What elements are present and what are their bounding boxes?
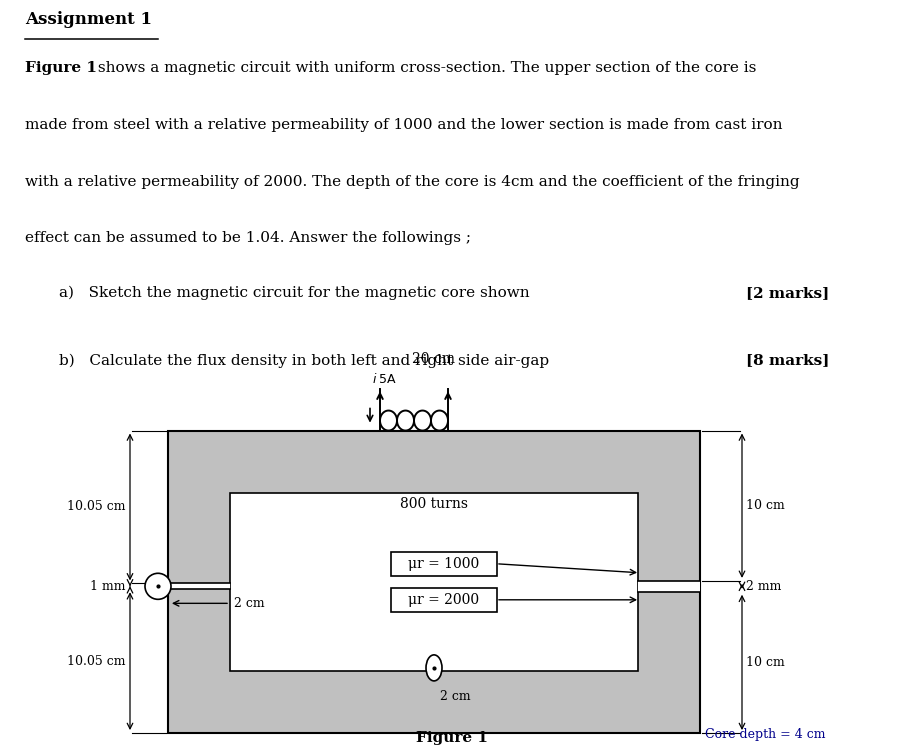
Text: μr = 1000: μr = 1000	[408, 556, 479, 571]
Text: 2 cm: 2 cm	[234, 597, 265, 610]
Text: Figure 1: Figure 1	[25, 61, 98, 75]
Text: 800 turns: 800 turns	[399, 496, 468, 511]
Text: 10.05 cm: 10.05 cm	[68, 655, 126, 668]
Text: 10.05 cm: 10.05 cm	[68, 500, 126, 514]
Bar	[229, 493, 638, 671]
Text: Core depth = 4 cm: Core depth = 4 cm	[704, 728, 824, 741]
Bar	[168, 430, 699, 733]
Text: [8 marks]: [8 marks]	[745, 353, 828, 367]
Ellipse shape	[425, 655, 442, 681]
Text: 20 cm: 20 cm	[412, 352, 455, 366]
Text: Assignment 1: Assignment 1	[25, 11, 152, 28]
Text: [2 marks]: [2 marks]	[745, 286, 828, 300]
Text: μr = 2000: μr = 2000	[408, 593, 479, 607]
Text: 10 cm: 10 cm	[745, 499, 784, 512]
Text: 2 cm: 2 cm	[440, 690, 470, 704]
Bar	[638, 581, 699, 592]
Text: 10 cm: 10 cm	[745, 656, 784, 669]
Text: Figure 1: Figure 1	[415, 731, 488, 745]
Text: with a relative permeability of 2000. The depth of the core is 4cm and the coeff: with a relative permeability of 2000. Th…	[25, 174, 799, 189]
Text: i: i	[373, 372, 376, 385]
Text: shows a magnetic circuit with uniform cross-section. The upper section of the co: shows a magnetic circuit with uniform cr…	[93, 61, 756, 75]
Text: 5A: 5A	[378, 372, 396, 385]
Text: effect can be assumed to be 1.04. Answer the followings ;: effect can be assumed to be 1.04. Answer…	[25, 231, 470, 246]
Text: 2 mm: 2 mm	[745, 580, 780, 593]
Text: a)   Sketch the magnetic circuit for the magnetic core shown: a) Sketch the magnetic circuit for the m…	[59, 286, 529, 300]
Circle shape	[144, 573, 171, 599]
FancyBboxPatch shape	[391, 552, 497, 576]
Text: made from steel with a relative permeability of 1000 and the lower section is ma: made from steel with a relative permeabi…	[25, 118, 782, 131]
FancyBboxPatch shape	[391, 588, 497, 612]
Text: b)   Calculate the flux density in both left and right side air-gap: b) Calculate the flux density in both le…	[59, 353, 548, 368]
Bar	[168, 584, 229, 590]
Text: 1 mm: 1 mm	[90, 580, 126, 593]
